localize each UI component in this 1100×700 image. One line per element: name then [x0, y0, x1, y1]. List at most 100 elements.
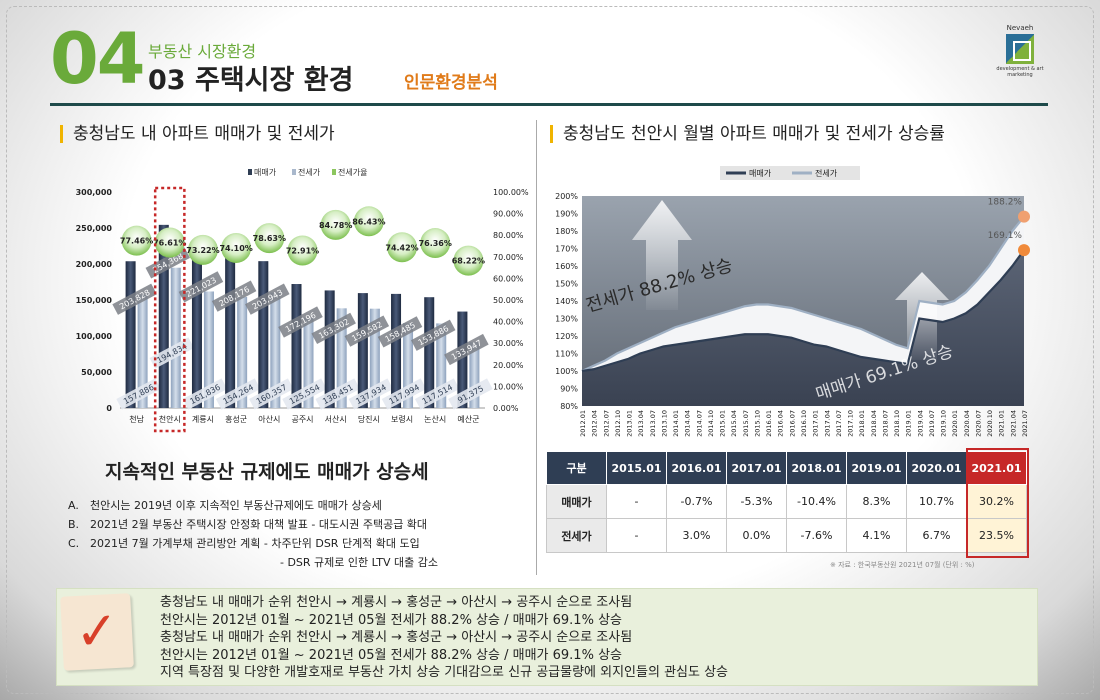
x-tick-label: 2012.07 [602, 410, 610, 437]
x-tick-label: 2020.04 [963, 410, 971, 437]
sale-area [582, 250, 1024, 406]
x-tick-label: 2018.01 [858, 410, 866, 437]
sale-value-bg [245, 283, 290, 315]
summary-lines: 충청남도 내 매매가 순위 천안시 → 계룡시 → 홍성군 → 아산시 → 공주… [160, 594, 728, 682]
bar-sale [457, 311, 468, 408]
y-tick-label: 150% [555, 280, 578, 289]
rate-value-text: 68.22% [452, 257, 485, 266]
bar-jeonse [403, 323, 414, 408]
sale-value-bg [444, 333, 489, 366]
x-tick-label: 2012.04 [591, 410, 599, 437]
x-tick-label: 2018.10 [893, 410, 901, 437]
rate-value-text: 78.63% [253, 234, 286, 243]
summary-panel [56, 588, 1038, 686]
y-right-tick-label: 0.00% [493, 404, 519, 413]
rate-bubble [420, 228, 451, 259]
bar-jeonse [303, 317, 314, 408]
y-tick-label: 190% [555, 210, 578, 219]
table-cell: -0.7% [666, 484, 727, 519]
x-tick-label: 공주시 [291, 415, 313, 424]
x-tick-label: 2021.01 [998, 410, 1006, 437]
table-cell: 0.0% [726, 518, 787, 553]
x-tick-label: 논산시 [424, 414, 446, 424]
table-cell: 8.3% [846, 484, 907, 519]
x-tick-label: 2015.04 [730, 410, 738, 437]
x-tick-label: 2015.01 [719, 410, 727, 437]
y-left-tick-label: 200,000 [76, 260, 113, 269]
table-header: 2019.01 [846, 451, 907, 485]
jeonse-value-bg [315, 378, 360, 410]
bar-sale [225, 258, 236, 408]
legend-swatch [248, 169, 252, 175]
x-tick-label: 2017.01 [812, 410, 820, 437]
jeonse-line [581, 215, 1025, 373]
growth-table: 구분 2015.01 2016.01 2017.01 2018.01 2019.… [546, 451, 1027, 553]
x-tick-label: 2018.04 [870, 410, 878, 437]
price-comparison-chart: 매매가 전세가 전세가율 300,000 250,000 200,000 150,000 10… [76, 167, 529, 433]
table-cell: 4.1% [846, 518, 907, 553]
summary-line: 지역 특장점 및 다양한 개발호재로 부동산 가치 상승 기대감으로 신규 공급… [160, 665, 729, 680]
y-tick-label: 100% [555, 367, 578, 376]
y-left-tick-label: 100,000 [76, 332, 113, 341]
rate-value-text: 84.78% [319, 221, 352, 230]
summary-line: 충청남도 내 매매가 순위 천안시 → 계룡시 → 홍성군 → 아산시 → 공주… [160, 630, 633, 645]
page-tag: 인문환경분석 [404, 73, 498, 93]
rate-bubble [221, 232, 252, 263]
rate-value-text: 86.43% [352, 217, 385, 226]
x-tick-label: 2019.01 [905, 410, 913, 437]
bar-jeonse [369, 308, 380, 408]
x-tick-label: 2019.07 [928, 410, 936, 437]
jeonse-value-bg [182, 378, 228, 410]
summary-line: 충청남도 내 매매가 순위 천안시 → 계룡시 → 홍성군 → 아산시 → 공주… [160, 595, 633, 610]
y-right-tick-label: 50.00% [493, 296, 524, 305]
up-arrow-jeonse [632, 200, 692, 310]
bar-jeonse [270, 292, 281, 408]
x-tick-label: 2016.10 [800, 410, 808, 437]
regulation-list: A. 천안시는 2019년 이후 지속적인 부동산규제에도 매매가 상승세 B. 2… [68, 496, 438, 572]
x-tick-label: 2013.04 [637, 410, 645, 437]
x-tick-label: 2017.07 [835, 410, 843, 437]
x-tick-label: 2021.07 [1021, 410, 1029, 437]
x-tick-label: 홍성군 [225, 414, 247, 424]
x-tick-label: 2017.10 [847, 410, 855, 437]
bar-sale [125, 261, 136, 408]
sale-value-bg [410, 319, 456, 351]
x-tick-label: 2016.01 [765, 410, 773, 437]
jeonse-end-label: 188.2% [988, 198, 1023, 208]
jeonse-value-bg [116, 378, 161, 410]
rate-bubble [154, 227, 185, 258]
y-left-tick-label: 0 [106, 404, 112, 413]
legend-label: 전세가 [298, 167, 321, 177]
x-tick-label: 2018.07 [881, 410, 889, 437]
jeonse-value-bg [381, 378, 427, 410]
right-section-title: 충청남도 천안시 월별 아파트 매매가 및 전세가 상승률 [550, 125, 945, 143]
list-item: C. 2021년 7월 가계부채 관리방안 계획 - 차주단위 DSR 단계적 확… [68, 537, 420, 550]
x-tick-label: 2014.07 [695, 410, 703, 437]
table-cell: -7.6% [786, 518, 847, 553]
rate-bubble [353, 206, 384, 237]
legend-label: 매매가 [749, 169, 772, 178]
y-right-tick-label: 10.00% [493, 382, 524, 391]
column-divider [536, 120, 537, 575]
bar-jeonse [237, 296, 248, 408]
y-right-tick-label: 40.00% [493, 318, 524, 327]
x-tick-label: 2019.04 [916, 410, 924, 437]
sale-line [581, 249, 1025, 373]
logo-name: Nevaeh [1006, 24, 1034, 32]
sale-value-bg [211, 280, 257, 312]
rate-value-text: 74.10% [219, 244, 252, 253]
bar-jeonse [203, 291, 214, 408]
legend-swatch [332, 169, 336, 175]
table-cell: 매매가 [546, 484, 607, 519]
list-item: A. 천안시는 2019년 이후 지속적인 부동산규제에도 매매가 상승세 [68, 499, 382, 512]
y-right-tick-label: 80.00% [493, 231, 524, 240]
bar-sale [258, 261, 269, 408]
x-tick-label: 계룡시 [192, 414, 214, 424]
table-cell: 23.5% [966, 518, 1027, 553]
jeonse-value-bg [448, 378, 493, 410]
x-tick-label: 2013.10 [660, 410, 668, 437]
rate-bubble [287, 235, 318, 266]
summary-line: 천안시는 2012년 01월 ~ 2021년 05월 전세가 88.2% 상승 … [160, 612, 622, 628]
y-right-tick-label: 70.00% [493, 253, 524, 262]
x-tick-label: 2016.07 [788, 410, 796, 437]
